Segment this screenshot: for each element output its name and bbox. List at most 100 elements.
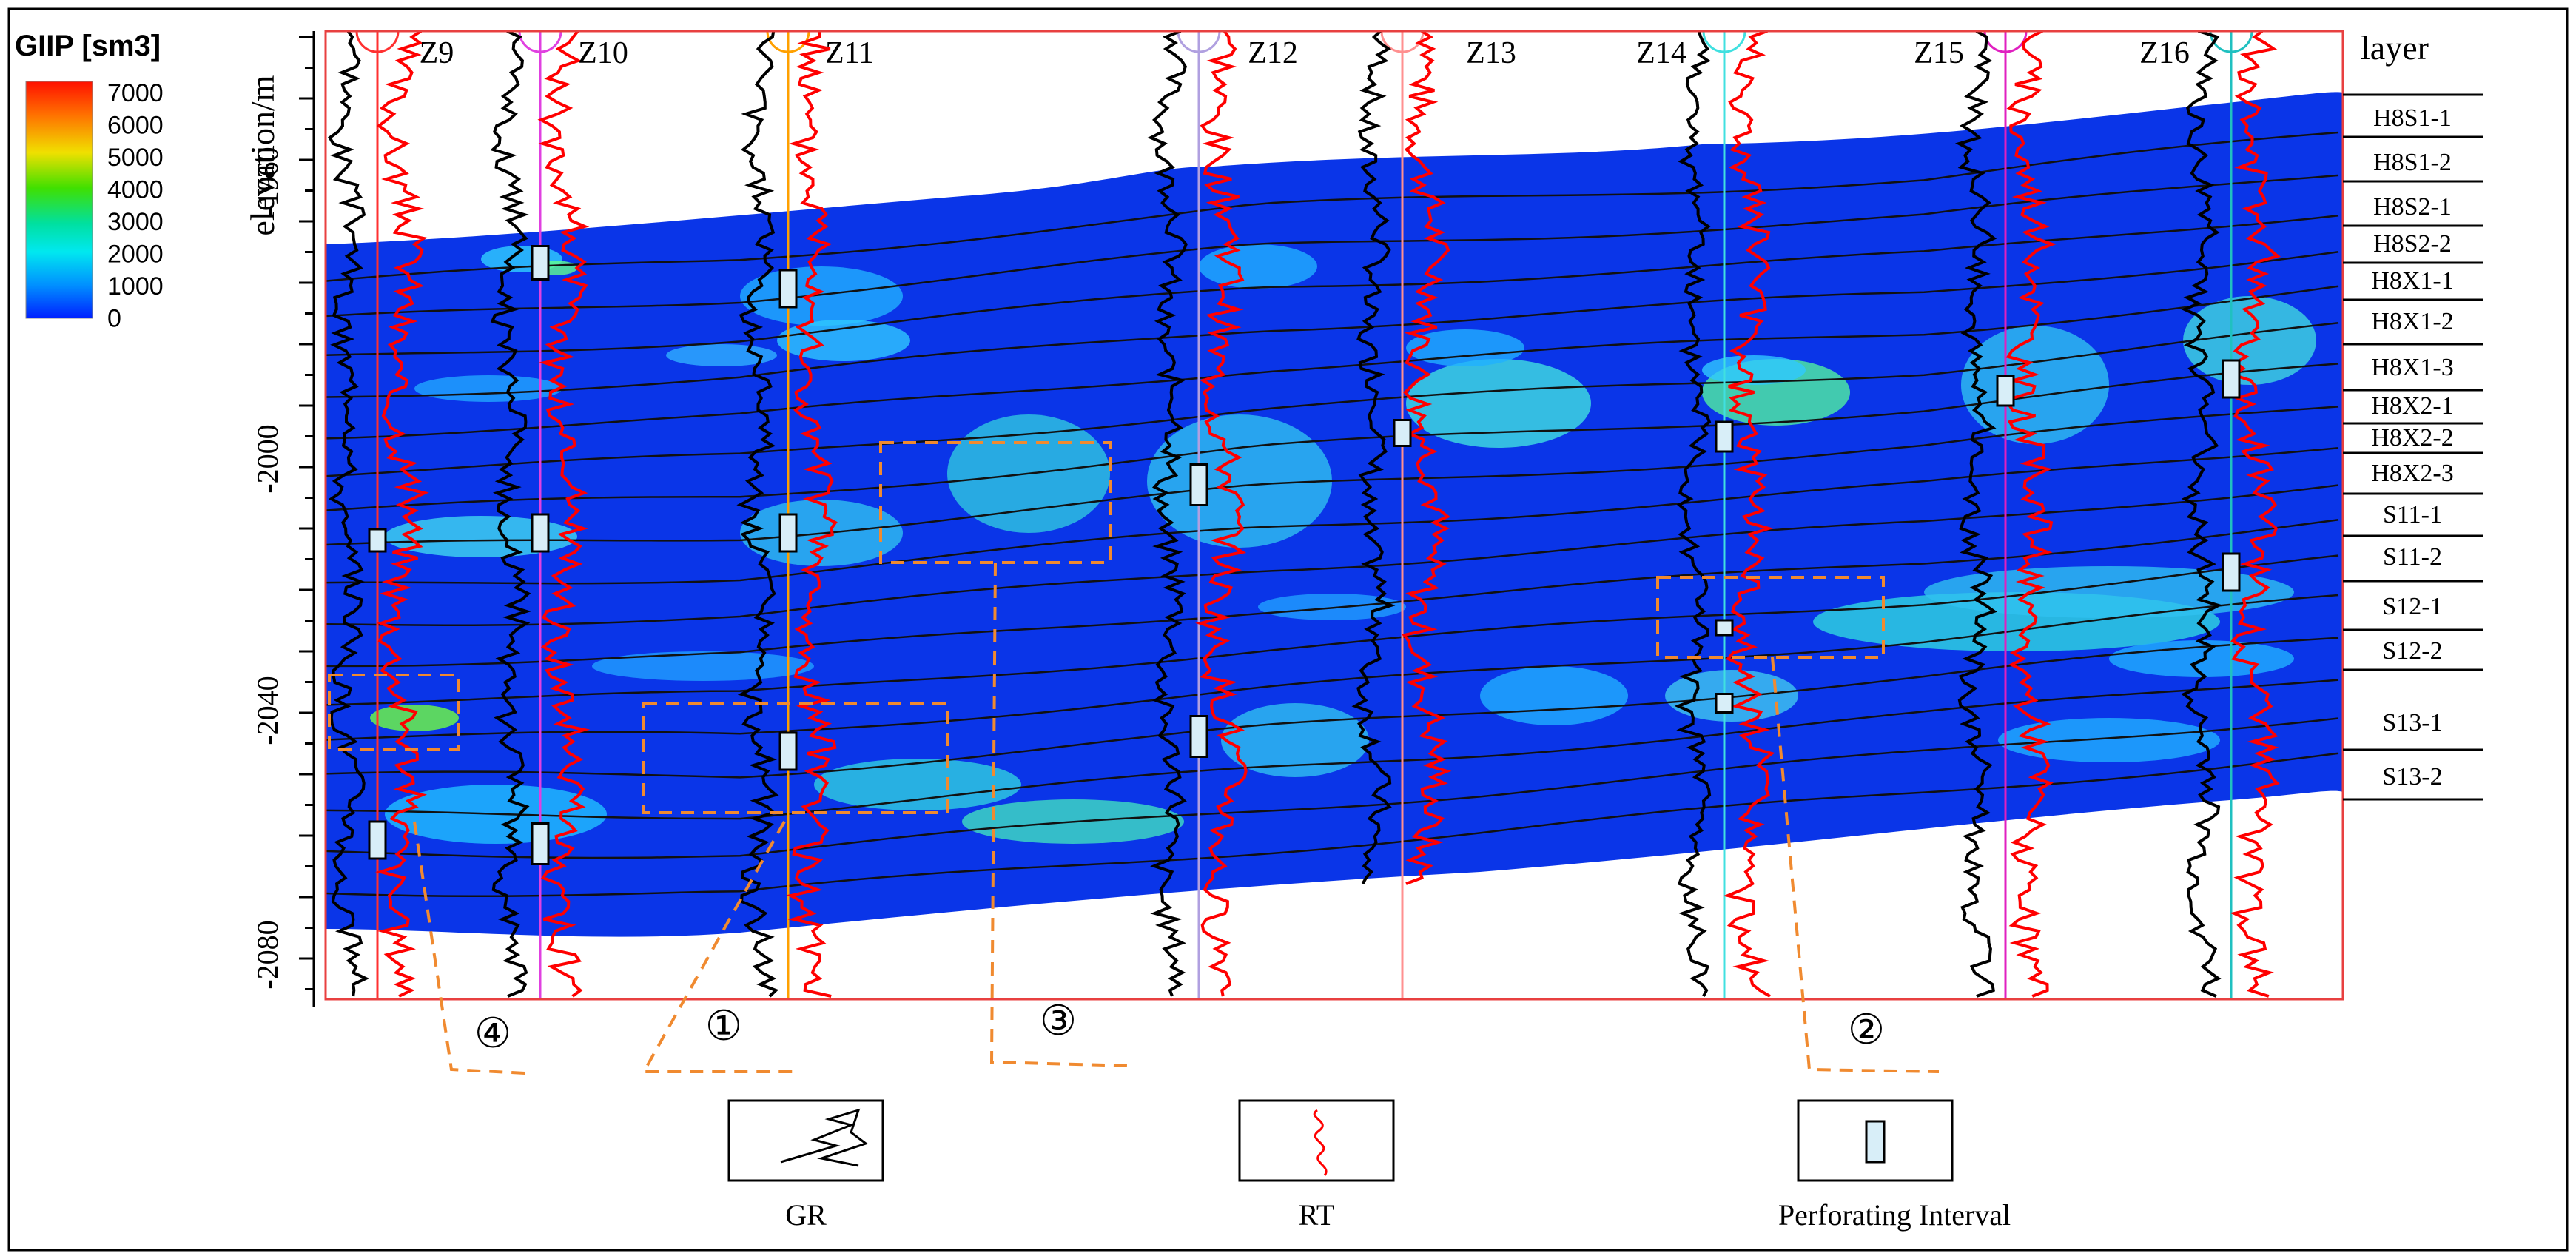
rt-log-curve (374, 31, 429, 998)
gr-log-curve (328, 31, 370, 997)
layer-boundary (326, 446, 2339, 585)
well-z13: Z13 (1351, 31, 1516, 999)
layer-label: S11-2 (2383, 543, 2442, 571)
perforating-interval (531, 513, 550, 553)
well-label: Z9 (420, 36, 454, 70)
rt-log-curve (1194, 31, 1248, 997)
colorbar-tick-label: 6000 (107, 112, 164, 140)
layer-label: H8X1-3 (2371, 354, 2453, 381)
colorbar-tick-label: 7000 (107, 79, 164, 107)
layer-label: H8X1-2 (2371, 308, 2453, 335)
well-label: Z10 (578, 36, 628, 70)
layer-label: H8S2-2 (2373, 230, 2452, 258)
layer-label: H8S1-1 (2373, 104, 2452, 132)
callout-number: ③ (1040, 998, 1077, 1044)
well-z10: Z10 (490, 31, 628, 999)
cross-section-panel: Z9 Z10 Z11 Z12 Z13 Z14 Z15 Z16 (324, 30, 2344, 1001)
layer-boundary (326, 594, 2339, 741)
giip-patch (1258, 594, 1406, 620)
perforating-interval (531, 822, 550, 865)
layer-boundary (326, 717, 2339, 859)
giip-patch (1147, 414, 1332, 548)
layer-label: H8X1-1 (2371, 267, 2453, 295)
colorbar-tick-label: 1000 (107, 272, 164, 301)
callout-number: ④ (474, 1011, 511, 1057)
perforating-interval (368, 820, 387, 860)
rt-legend-label: RT (1299, 1198, 1335, 1232)
dashed-highlight-box (879, 441, 1112, 564)
layer-column: layer H8S1-1 H8S1-2 H8S2-1 H8S2-2 H8X1-1 H8X1… (2343, 29, 2483, 801)
giip-patch (385, 516, 577, 557)
well-head-marker (1380, 31, 1425, 53)
dashed-highlight-box (328, 674, 460, 751)
callout-leader (989, 562, 1133, 1067)
callout-markers: ① ② ③ ④ (474, 998, 1885, 1057)
layer-label: S13-1 (2382, 709, 2442, 736)
layer-boundary (326, 174, 2339, 318)
gr-log-curve (490, 31, 531, 998)
well-label: Z11 (825, 36, 874, 70)
axis-tick-label: -2080 (251, 920, 284, 989)
gr-log-curve (1674, 31, 1712, 997)
giip-patch (370, 705, 459, 731)
callout-leader (1771, 657, 1940, 1073)
callout-number: ② (1848, 1007, 1885, 1053)
rt-log-curve (2228, 31, 2281, 998)
layer-label: H8X2-1 (2371, 392, 2453, 420)
layer-boundary (326, 518, 2339, 668)
well-z9: Z9 (328, 31, 454, 999)
rt-log-curve (786, 31, 838, 998)
well-logs: Z9 Z10 Z11 Z12 Z13 Z14 Z15 Z16 (328, 31, 2281, 999)
gr-log-curve (2181, 31, 2223, 998)
elevation-axis-label: elevation/m (243, 75, 281, 235)
perforating-interval (1996, 375, 2015, 407)
colorbar-tick-label: 2000 (107, 241, 164, 269)
gr-curve-icon (780, 1108, 869, 1167)
perforating-interval (1393, 419, 1412, 447)
rt-legend-box (1238, 1099, 1395, 1182)
rt-log-curve (1723, 31, 1775, 998)
perforating-interval (1715, 420, 1734, 453)
giip-patch (1406, 329, 1524, 366)
layer-label: S11-1 (2383, 501, 2442, 528)
giip-patch (2109, 640, 2294, 677)
giip-patch (1924, 566, 2294, 618)
rt-log-curve (537, 31, 591, 998)
well-head-marker (355, 31, 400, 53)
colorbar-title: GIIP [sm3] (15, 30, 161, 62)
colorbar: GIIP [sm3] 7000 6000 5000 4000 3000 2000 1000 0 (15, 30, 164, 333)
perforating-interval (2222, 552, 2241, 592)
log-legend: GR RT Perforating Interval (727, 1099, 2011, 1232)
dashed-highlight-boxes (328, 441, 1940, 1075)
layer-label: H8X2-3 (2371, 460, 2453, 487)
dashed-highlight-box (1656, 576, 1885, 659)
perforating-interval (368, 528, 387, 553)
colorbar-tick-label: 5000 (107, 144, 164, 172)
layer-boundary (326, 285, 2339, 440)
perforating-interval (1715, 619, 1734, 637)
colorbar-gradient (25, 81, 93, 319)
giip-patch (1998, 718, 2220, 762)
layer-label: S12-1 (2382, 593, 2442, 620)
perforating-interval (2222, 359, 2241, 399)
perforating-interval (531, 245, 550, 281)
layer-header: layer (2361, 29, 2429, 67)
well-z14: Z14 (1636, 31, 1775, 999)
giip-patch (1961, 326, 2109, 444)
well-z16: Z16 (2139, 31, 2281, 999)
rt-log-curve (2005, 31, 2057, 998)
giip-patch (1702, 355, 1806, 385)
well-z12: Z12 (1147, 31, 1298, 999)
rt-curve-icon (1313, 1109, 1328, 1176)
callout-leader (641, 821, 796, 1073)
layer-boundary (326, 250, 2339, 398)
well-head-marker (1702, 31, 1746, 53)
giip-patch (777, 320, 910, 361)
callout-number: ① (705, 1004, 742, 1050)
colorbar-tick-label: 4000 (107, 176, 164, 204)
colorbar-tick-label: 0 (107, 305, 121, 333)
gr-log-curve (1351, 31, 1396, 884)
well-label: Z13 (1466, 36, 1516, 70)
layer-boundary (326, 752, 2339, 898)
well-head-marker (1983, 31, 2028, 53)
